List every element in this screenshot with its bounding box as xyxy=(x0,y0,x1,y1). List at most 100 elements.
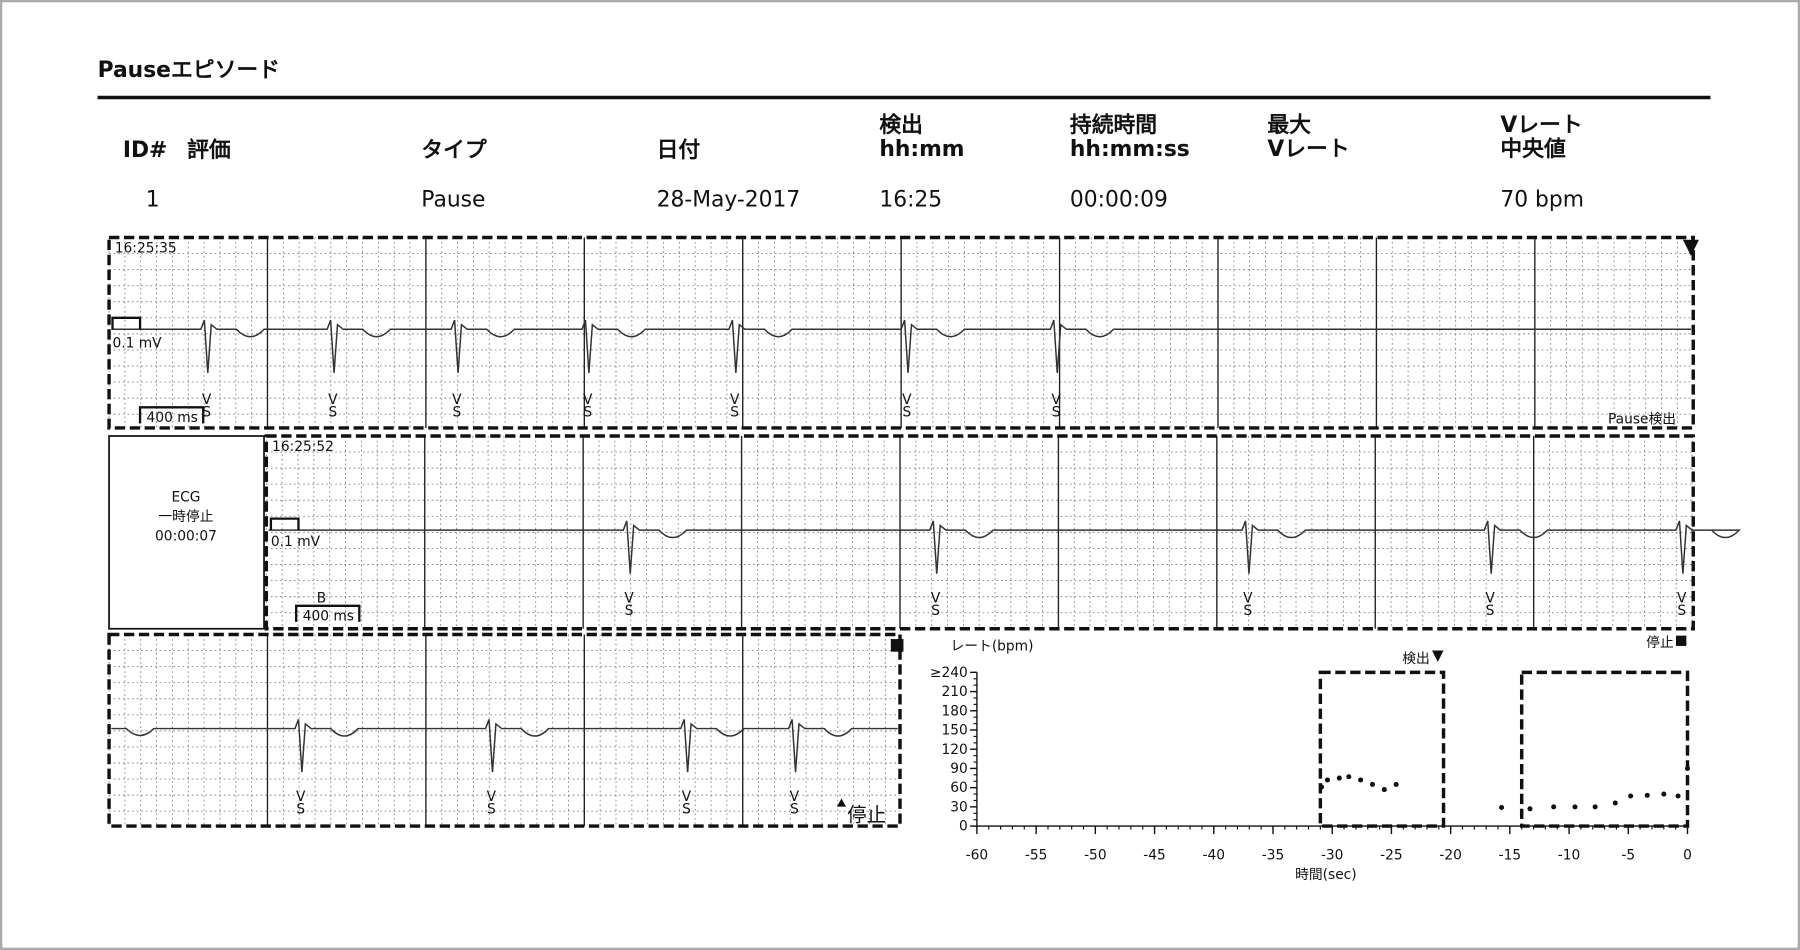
beat-marker: V xyxy=(583,392,593,408)
th-eval: 評価 xyxy=(187,137,231,163)
cell-median: 70 bpm xyxy=(1500,188,1584,213)
strip-scale: 0.1 mV xyxy=(271,534,321,550)
strip-border xyxy=(107,235,1695,430)
rate-point xyxy=(1369,781,1375,787)
beat-marker: V xyxy=(902,392,912,408)
side-box xyxy=(108,435,265,630)
strip-border xyxy=(107,632,902,828)
cell-detected: 16:25 xyxy=(879,188,942,213)
event-window xyxy=(1318,670,1446,828)
x-tick-label: -45 xyxy=(1143,847,1165,863)
th-duration: 持続時間 xyxy=(1070,112,1157,138)
ecg-trace xyxy=(111,719,898,773)
beat-marker: V xyxy=(682,789,692,805)
th-max-unit: Vレート xyxy=(1267,137,1349,162)
y-tick-label: 150 xyxy=(941,723,967,739)
calibration-pulse xyxy=(269,517,300,531)
window-label: 検出 xyxy=(1402,651,1430,667)
y-axis-label: レート(bpm) xyxy=(951,639,1034,655)
x-axis-label: 時間(sec) xyxy=(1295,867,1357,883)
rate-point xyxy=(1572,804,1578,810)
x-tick-label: 0 xyxy=(1683,847,1692,863)
y-tick-label: 120 xyxy=(941,742,967,758)
y-tick-label: 30 xyxy=(950,799,968,815)
y-tick-label: 60 xyxy=(950,780,968,796)
calibration-pulse xyxy=(111,316,142,330)
strip-scale: 0.1 mV xyxy=(113,336,163,352)
rate-point xyxy=(1393,781,1399,787)
strip-time: 16:25:52 xyxy=(272,439,334,455)
bar-label: 400 ms xyxy=(303,609,354,625)
beat-marker: S xyxy=(730,404,739,420)
window-label: 停止 xyxy=(1646,634,1674,651)
th-median: Vレート xyxy=(1500,113,1582,138)
ecg-trace xyxy=(268,520,1741,574)
rate-point xyxy=(1675,793,1681,799)
duration-bar xyxy=(138,406,205,424)
x-tick-label: -10 xyxy=(1558,847,1580,863)
beat-marker: S xyxy=(1486,603,1495,619)
rate-point xyxy=(1324,777,1330,783)
x-tick-label: -50 xyxy=(1084,847,1106,863)
beat-marker: V xyxy=(931,590,941,606)
side-text: 一時停止 xyxy=(158,508,213,525)
beat-marker: V xyxy=(296,789,306,805)
cell-id: 1 xyxy=(146,188,160,213)
beat-marker: V xyxy=(730,392,740,408)
beat-marker: S xyxy=(329,404,338,420)
rate-point xyxy=(1644,792,1650,798)
rate-point xyxy=(1592,804,1598,810)
beat-marker: V xyxy=(328,392,338,408)
beat-marker: S xyxy=(903,404,912,420)
rate-point xyxy=(1661,791,1667,797)
window-icon xyxy=(1432,650,1444,663)
x-tick-label: -40 xyxy=(1203,847,1225,863)
rate-point xyxy=(1346,774,1352,780)
side-text: 00:00:07 xyxy=(155,528,217,544)
x-tick-label: -60 xyxy=(966,847,988,863)
beat-marker: S xyxy=(296,801,305,817)
rate-point xyxy=(1336,775,1342,781)
x-tick-label: -30 xyxy=(1321,847,1343,863)
bar-label: 400 ms xyxy=(147,410,198,426)
x-tick-label: -35 xyxy=(1262,847,1284,863)
title: Pauseエピソード xyxy=(98,58,280,83)
y-tick-label: 90 xyxy=(950,761,968,777)
rate-point xyxy=(1381,787,1387,793)
rate-point xyxy=(1319,784,1325,790)
beat-marker: V xyxy=(202,392,212,408)
y-tick-label: 210 xyxy=(941,684,967,700)
beat-marker: V xyxy=(624,590,634,606)
beat-marker: V xyxy=(487,789,497,805)
cell-date: 28-May-2017 xyxy=(657,188,801,213)
x-tick-label: -15 xyxy=(1499,847,1521,863)
beat-marker: S xyxy=(583,404,592,420)
y-tick-label: ≥240 xyxy=(930,665,968,681)
beat-marker: S xyxy=(790,801,799,817)
th-max: 最大 xyxy=(1267,113,1311,138)
strip-event: Pause検出 xyxy=(1608,411,1676,427)
cell-type: Pause xyxy=(421,188,485,213)
beat-marker: S xyxy=(931,603,940,619)
y-tick-label: 180 xyxy=(941,703,967,719)
beat-marker: S xyxy=(1052,404,1061,420)
x-tick-label: -5 xyxy=(1621,847,1635,863)
duration-bar xyxy=(295,604,361,622)
beat-marker: S xyxy=(625,603,634,619)
cell-duration: 00:00:09 xyxy=(1070,188,1168,213)
x-tick-label: -25 xyxy=(1380,847,1402,863)
beat-marker: V xyxy=(1051,392,1061,408)
beat-marker: V xyxy=(790,789,800,805)
th-detected: 検出 xyxy=(879,113,923,138)
beat-marker: S xyxy=(1243,603,1252,619)
rate-point xyxy=(1612,800,1618,806)
beat-marker: V xyxy=(1677,590,1687,606)
event-window xyxy=(1519,670,1690,828)
window-icon xyxy=(1676,635,1687,646)
rate-point xyxy=(1551,804,1557,810)
th-duration-unit: hh:mm:ss xyxy=(1070,137,1190,162)
beat-marker: S xyxy=(1677,603,1686,619)
beat-marker: S xyxy=(202,404,211,420)
